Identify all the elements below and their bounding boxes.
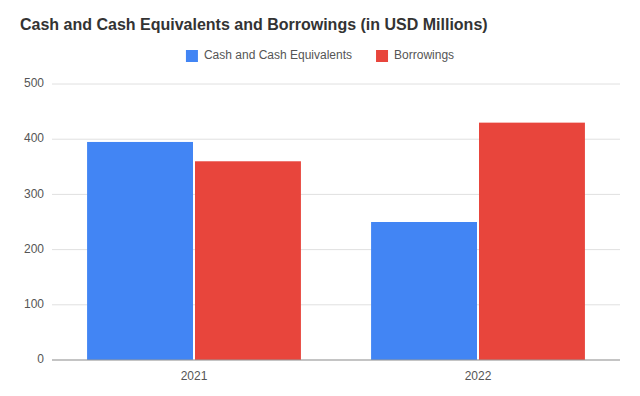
x-tick-label: 2021	[181, 369, 208, 383]
bar	[479, 123, 585, 360]
y-tick-label: 500	[24, 76, 44, 90]
page: {"chart_data": {"type": "bar", "title": …	[0, 0, 640, 396]
x-axis: 2021 2022	[52, 360, 620, 383]
bar	[371, 222, 477, 360]
chart-container: Cash and Cash Equivalents and Borrowings…	[0, 0, 640, 396]
grid-line	[52, 84, 620, 85]
y-tick-label: 300	[24, 187, 44, 201]
y-tick-label: 100	[24, 297, 44, 311]
bar	[87, 142, 193, 360]
grid-line	[52, 360, 620, 361]
y-tick-label: 0	[37, 352, 44, 366]
bar	[195, 161, 301, 360]
legend: Cash and Cash Equivalents Borrowings	[186, 48, 454, 62]
x-axis-line	[52, 360, 620, 361]
x-tick-label: 2022	[465, 369, 492, 383]
legend-label: Borrowings	[394, 48, 454, 62]
y-axis: 0 100 200 300 400 500	[24, 76, 620, 366]
bars	[87, 123, 585, 360]
legend-label: Cash and Cash Equivalents	[204, 48, 352, 62]
y-tick-label: 400	[24, 131, 44, 145]
y-tick-label: 200	[24, 242, 44, 256]
chart-svg: Cash and Cash Equivalents and Borrowings…	[0, 0, 640, 396]
legend-swatch	[186, 50, 198, 62]
legend-item: Cash and Cash Equivalents	[186, 48, 352, 62]
legend-swatch	[376, 50, 388, 62]
chart-title: Cash and Cash Equivalents and Borrowings…	[20, 16, 488, 33]
legend-item: Borrowings	[376, 48, 454, 62]
